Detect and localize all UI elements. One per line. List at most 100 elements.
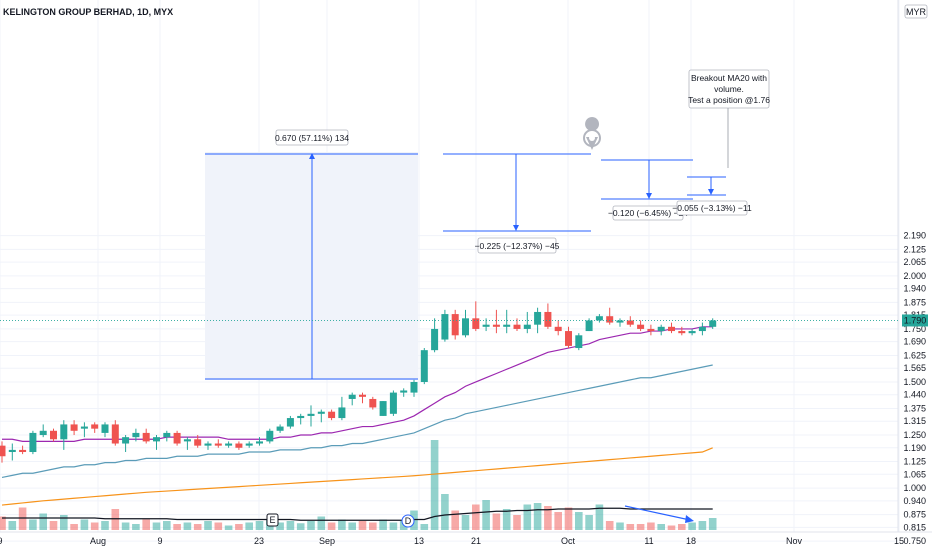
candle-body (441, 314, 449, 340)
event-marker-dividend[interactable]: D (401, 514, 415, 528)
candle-body (668, 326, 675, 332)
price-tick-label: 2.000 (903, 271, 926, 281)
candle-body (575, 335, 583, 349)
candle-body (328, 411, 336, 419)
candle-body (163, 432, 171, 438)
volume-bar (708, 518, 717, 530)
candle-body (688, 331, 696, 334)
candle-body (585, 320, 593, 332)
volume-trend-arrow (624, 505, 694, 523)
volume-bar (533, 503, 542, 530)
time-tick-label: Oct (561, 536, 576, 546)
volume-bar (317, 516, 326, 530)
candle-body (29, 432, 37, 453)
candle-body (307, 413, 315, 416)
chart-title: KELINGTON GROUP BERHAD, 1D, MYX (3, 7, 173, 17)
candle-body (534, 311, 542, 325)
candle-body (503, 324, 511, 327)
candle-body (194, 439, 202, 446)
time-tick-label: 15 (894, 536, 904, 546)
price-tick-label: 1.940 (903, 284, 926, 294)
time-tick-label: 23 (254, 536, 264, 546)
candle-body (379, 401, 387, 416)
price-tick-label: 0.815 (903, 522, 926, 532)
annotation-measure-down-1[interactable]: −0.225 (−12.37%) −45 (443, 153, 591, 254)
volume-bar (420, 524, 429, 530)
volume-bar (688, 522, 696, 530)
price-tick-label: 1.690 (903, 337, 926, 347)
volume-bar (369, 522, 377, 530)
candle-body (70, 424, 78, 431)
volume-bar (647, 522, 655, 530)
volume-bar (595, 504, 604, 530)
volume-bar (193, 524, 202, 530)
time-tick-label: 9 (157, 536, 162, 546)
candle-body (410, 381, 418, 393)
candle-body (91, 424, 99, 429)
price-tick-label: 1.565 (903, 363, 926, 373)
candles (0, 301, 717, 463)
volume-bar (657, 524, 665, 530)
price-tick-label: 1.500 (903, 377, 926, 387)
volume-bar (276, 522, 284, 530)
candle-body (616, 320, 624, 323)
candle-body (400, 390, 408, 393)
candle-body (297, 415, 305, 419)
annotation-label-3: −0.120 (−6.45%) −24 (608, 208, 688, 218)
time-axis[interactable]: 9 Aug 9 23 Sep 13 21 Oct 11 18 Nov 15 (0, 536, 904, 546)
candle-body (462, 318, 469, 336)
price-tick-label: 1.065 (903, 469, 926, 479)
callout-line-3: Test a position @1.76 (688, 95, 770, 105)
price-tick-label: 1.440 (903, 390, 926, 400)
candle-body (204, 443, 212, 446)
annotation-measure-down-2[interactable]: −0.120 (−6.45%) −24 (601, 159, 693, 221)
moving-averages (1, 326, 713, 521)
annotation-callout[interactable]: Breakout MA20 with volume. Test a positi… (688, 69, 770, 168)
candle-body (420, 350, 428, 382)
currency-badge[interactable]: MYR (904, 4, 928, 19)
volume-bar (307, 521, 315, 530)
volume-bar (142, 519, 150, 530)
volume-bar (80, 519, 89, 530)
volume-bar (348, 522, 356, 530)
volume-ma-line (2, 507, 713, 521)
event-marker-earnings[interactable]: E (266, 513, 279, 527)
candle-body (245, 443, 253, 446)
candle-body (431, 328, 439, 351)
price-tick-label: 1.315 (903, 416, 926, 426)
candle-body (657, 326, 665, 332)
annotation-measure-down-3[interactable]: −0.055 (−3.13%) −11 (672, 176, 752, 216)
volume-bar (389, 522, 398, 530)
time-tick-label: 21 (471, 536, 481, 546)
candle-body (698, 326, 706, 332)
volume-bar (39, 513, 47, 530)
price-tick-label: 1.000 (903, 483, 926, 493)
volume-bar (0, 516, 6, 530)
volume-bar (616, 522, 624, 530)
annotation-label-2: −0.225 (−12.37%) −45 (475, 241, 560, 251)
volume-bar (121, 522, 130, 530)
volume-bar (441, 494, 449, 530)
candle-body (709, 320, 717, 327)
price-tick-label: 1.375 (903, 404, 926, 414)
annotation-measure-up[interactable]: 0.670 (57.11%) 134 (205, 129, 418, 380)
price-axis[interactable]: 2.1902.1252.0652.0001.9401.8751.8151.750… (903, 231, 926, 547)
candle-body (451, 314, 459, 336)
volume-bar (554, 512, 562, 530)
time-tick-label: 9 (0, 536, 3, 546)
candle-body (338, 407, 346, 419)
candle-body (60, 424, 68, 440)
candle-body (183, 439, 191, 442)
last-price-value: 1.790 (904, 315, 927, 325)
candle-body (225, 443, 233, 446)
price-tick-label: 1.190 (903, 443, 926, 453)
candle-body (678, 331, 686, 334)
location-pin-icon[interactable] (583, 117, 601, 150)
callout-line-1: Breakout MA20 with (691, 73, 767, 83)
volume-bar (513, 515, 521, 530)
volume-bar (338, 519, 346, 530)
candle-body (101, 424, 109, 433)
volume-bar (472, 504, 480, 530)
